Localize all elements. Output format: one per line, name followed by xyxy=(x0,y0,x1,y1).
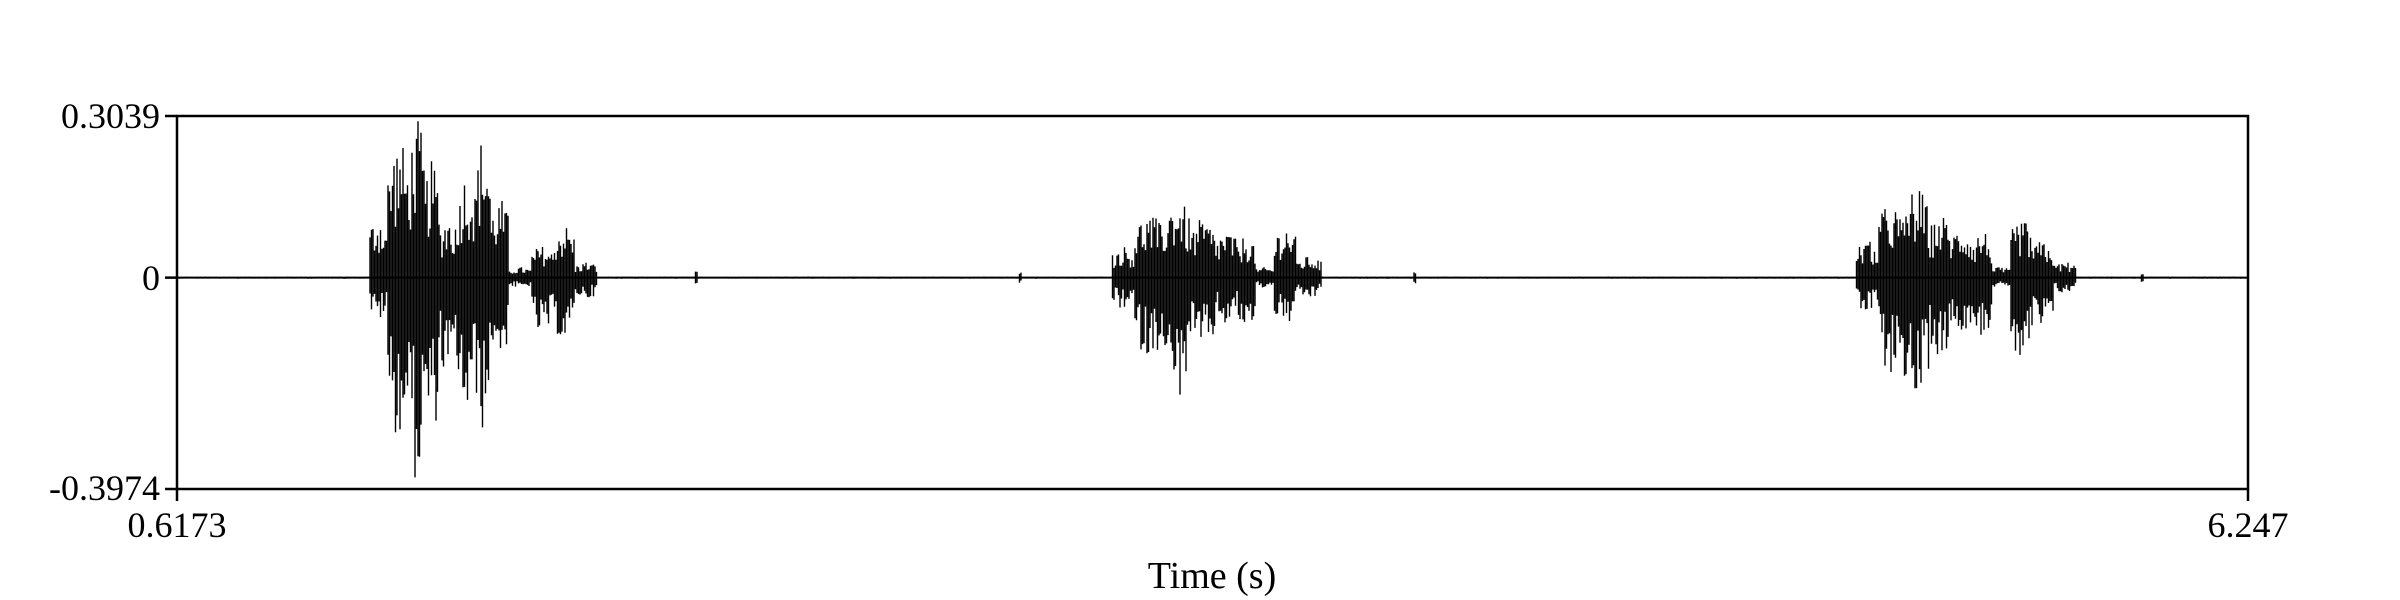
waveform-series xyxy=(177,121,2248,478)
y-tick-label-bottom: -0.3974 xyxy=(49,468,160,508)
y-tick-label-zero: 0 xyxy=(142,258,160,298)
x-tick-label-start: 0.6173 xyxy=(128,505,227,545)
waveform-trace xyxy=(177,121,2248,478)
x-tick-label-end: 6.247 xyxy=(2208,505,2289,545)
y-tick-label-top: 0.3039 xyxy=(61,96,160,136)
x-axis-title: Time (s) xyxy=(1148,555,1276,597)
axis-ticks xyxy=(165,114,2250,501)
plot-frame xyxy=(175,114,2250,491)
